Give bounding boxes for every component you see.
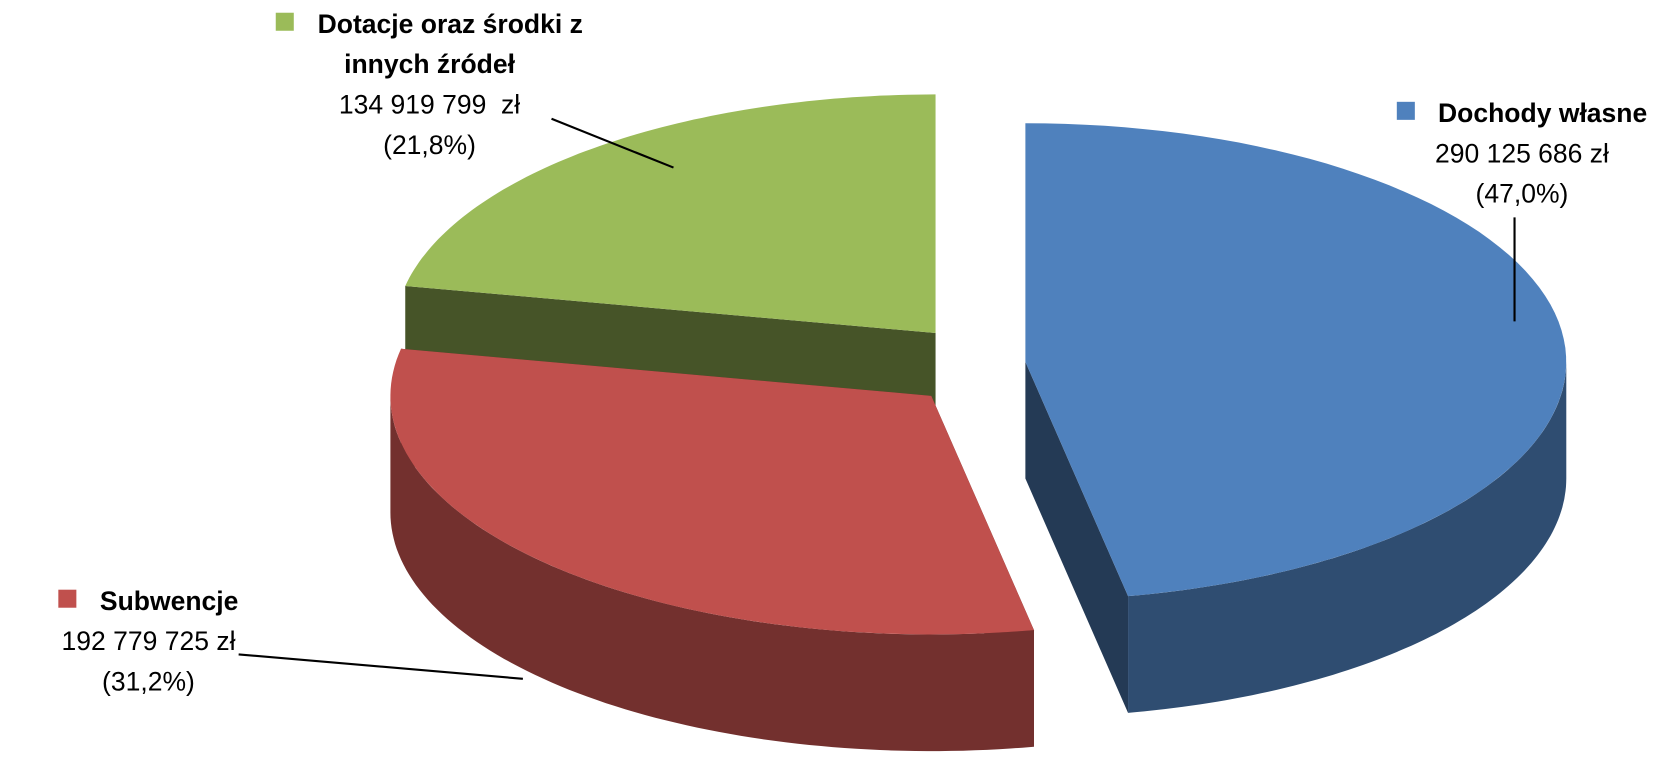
slice-side [1025,361,1129,713]
leader-line [238,653,523,680]
label-title: Subwencje [0,581,297,621]
category-name: Dotacje oraz środki z innych źródeł [317,9,583,80]
pie-slice [390,348,1034,752]
slice-label: Dotacje oraz środki z innych źródeł 134 9… [255,4,605,165]
legend-swatch [276,12,295,31]
category-name: Subwencje [99,586,239,617]
slice-rim [1128,361,1567,713]
slice-rim [390,395,1034,752]
label-title: Dochody własne [1379,93,1663,133]
value-label: 290 125 686 zł [1434,138,1609,169]
value-label: 134 919 799 zł [338,90,521,120]
percent-label: (47,0%) [1475,179,1569,209]
leader-line [551,117,674,169]
label-title: Dotacje oraz środki z innych źródeł [255,4,605,85]
slice-top [1025,123,1567,597]
legend-swatch [58,589,77,608]
slices [390,94,1567,752]
percent-label: (31,2%) [102,667,195,697]
leader-lines [238,117,1516,680]
slice-label: Dochody własne 290 125 686 zł (47,0%) [1379,93,1663,214]
value-label: 192 779 725 zł [61,626,236,657]
category-name: Dochody własne [1438,98,1648,129]
slice-top [405,94,936,334]
legend-swatch [1396,101,1415,120]
slice-top [390,348,1034,635]
slice-label: Subwencje 192 779 725 zł (31,2%) [0,581,297,702]
pie-slice [1025,123,1567,713]
percent-label: (21,8%) [383,130,476,161]
